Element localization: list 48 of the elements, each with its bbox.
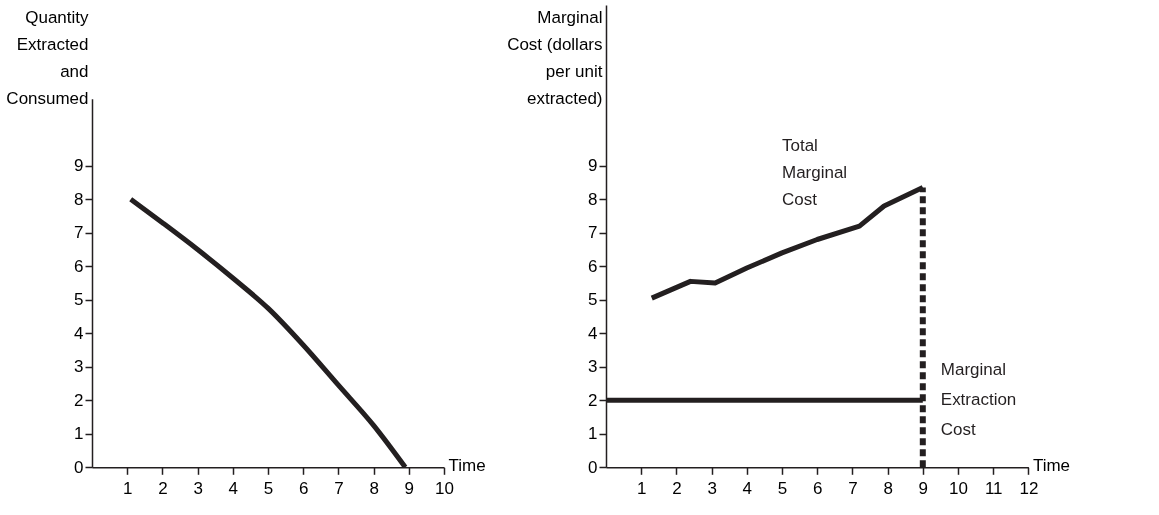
y-tick-label: 2 — [588, 390, 598, 410]
y-tick-label: 4 — [74, 323, 84, 343]
y-tick-label: 6 — [588, 256, 598, 276]
x-tick-label: 3 — [193, 478, 203, 498]
x-tick-label: 8 — [369, 478, 379, 498]
x-tick-label: 1 — [122, 478, 133, 498]
y-tick-label: 0 — [588, 457, 598, 477]
x-tick-label: 6 — [298, 478, 309, 498]
x-tick-label: 3 — [707, 478, 717, 498]
y-tick-label: 7 — [74, 223, 84, 243]
x-axis-title: Time — [1032, 455, 1071, 475]
x-tick-label: 2 — [672, 478, 682, 498]
x-tick-label: 1 — [636, 478, 647, 498]
y-tick-label: 1 — [74, 424, 84, 444]
x-tick-label: 2 — [158, 478, 168, 498]
y-tick-label: 0 — [74, 457, 84, 477]
x-tick-label: 7 — [848, 478, 858, 498]
x-tick-label: 5 — [777, 478, 788, 498]
x-tick-label: 5 — [263, 478, 274, 498]
series-label: Marginal Extraction Cost — [940, 360, 1017, 440]
y-tick-label: 5 — [588, 290, 598, 310]
x-tick-label: 10 — [435, 478, 454, 498]
y-tick-label: 8 — [74, 189, 84, 209]
x-tick-label: 9 — [918, 478, 929, 498]
y-tick-label: 7 — [588, 223, 598, 243]
x-tick-label: 4 — [742, 478, 753, 498]
x-tick-label: 4 — [228, 478, 239, 498]
y-tick-label: 1 — [588, 424, 598, 444]
x-tick-label: 7 — [334, 478, 344, 498]
x-tick-label: 9 — [404, 478, 415, 498]
x-axis-title: Time — [448, 455, 486, 475]
series-label: Total Marginal Cost — [782, 135, 848, 209]
y-tick-label: 8 — [588, 189, 598, 209]
x-tick-label: 11 — [984, 478, 1003, 498]
x-tick-label: 6 — [812, 478, 823, 498]
y-axis-title: Quantity Extracted and Consumed — [6, 8, 89, 109]
x-tick-label: 10 — [949, 478, 968, 498]
y-tick-label: 6 — [74, 256, 84, 276]
y-axis-title: Marginal Cost (dollars per unit extracted) — [507, 8, 603, 109]
y-tick-label: 5 — [74, 290, 84, 310]
y-tick-label: 3 — [74, 357, 84, 377]
y-tick-label: 2 — [74, 390, 84, 410]
x-tick-label: 8 — [883, 478, 893, 498]
y-tick-label: 9 — [588, 156, 598, 176]
y-tick-label: 9 — [74, 156, 84, 176]
y-tick-label: 3 — [588, 357, 598, 377]
x-tick-label: 12 — [1019, 478, 1039, 498]
y-tick-label: 4 — [588, 323, 598, 343]
